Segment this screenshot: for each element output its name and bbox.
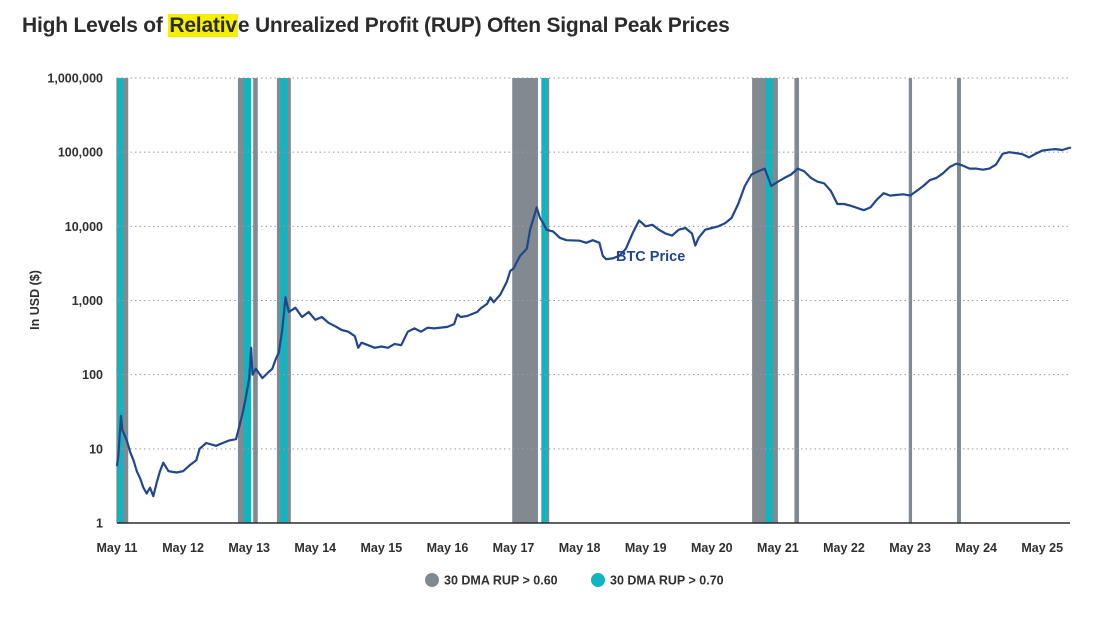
x-axis: May 11 May 12 May 13 May 14 May 15 May 16 May …: [96, 522, 1070, 555]
series-line-btc-price: [115, 146, 1072, 498]
x-tick-label: May 18: [559, 541, 601, 555]
x-tick-label: May 23: [889, 541, 931, 555]
gridlines: [117, 77, 1070, 450]
series-label-btc-price: BTC Price: [616, 249, 685, 265]
x-tick-label: May 22: [823, 541, 865, 555]
x-tick-label: May 17: [493, 541, 535, 555]
legend-label-0: 30 DMA RUP > 0.60: [444, 574, 558, 588]
x-tick-label: May 19: [625, 541, 667, 555]
title-prefix: High Levels of: [22, 14, 169, 37]
y-tick-label: 10,000: [65, 220, 103, 234]
x-tick-label: May 24: [955, 541, 997, 555]
rup-070-band-0: [117, 78, 124, 523]
rup-060-band-2: [253, 78, 258, 523]
x-tick-label: May 12: [162, 541, 204, 555]
y-tick-label: 100: [82, 368, 103, 382]
x-tick-label: May 25: [1021, 541, 1063, 555]
x-tick-label: May 13: [228, 541, 270, 555]
rup-060-band-4: [512, 78, 538, 523]
y-tick-label: 10: [89, 442, 103, 456]
rup-070-bands: [117, 78, 773, 523]
legend-swatch-1: [591, 573, 605, 587]
chart-title: High Levels of Relative Unrealized Profi…: [22, 14, 730, 38]
x-tick-label: May 20: [691, 541, 733, 555]
legend-swatch-0: [425, 573, 439, 587]
x-tick-label: May 14: [294, 541, 336, 555]
x-tick-label: May 16: [427, 541, 469, 555]
y-tick-label: 1,000: [72, 294, 103, 308]
y-axis: 1 10 100 1,000 10,000 100,000 1,000,000: [47, 72, 103, 531]
y-axis-label: In USD ($): [28, 270, 42, 330]
y-tick-label: 100,000: [58, 146, 103, 160]
x-tick-label: May 21: [757, 541, 799, 555]
rup-070-band-4: [765, 78, 773, 523]
y-tick-label: 1: [96, 517, 103, 531]
title-highlight: Relativ: [168, 14, 238, 37]
legend-label-1: 30 DMA RUP > 0.70: [610, 574, 724, 588]
title-suffix: e Unrealized Profit (RUP) Often Signal P…: [237, 14, 730, 37]
x-tick-label: May 11: [96, 541, 137, 555]
legend: 30 DMA RUP > 0.60 30 DMA RUP > 0.70: [425, 573, 724, 588]
y-tick-label: 1,000,000: [47, 72, 103, 86]
x-tick-label: May 15: [361, 541, 403, 555]
